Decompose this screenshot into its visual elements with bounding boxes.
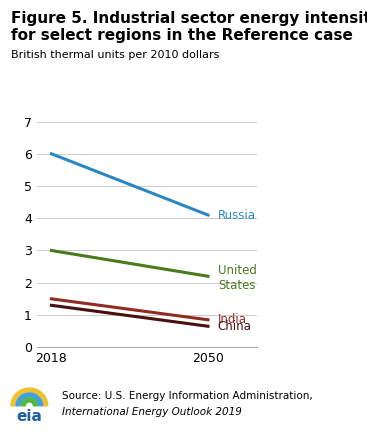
Text: Russia: Russia bbox=[218, 208, 256, 221]
Polygon shape bbox=[21, 398, 37, 406]
Text: Source: U.S. Energy Information Administration,: Source: U.S. Energy Information Administ… bbox=[62, 391, 313, 401]
Text: International Energy Outlook 2019: International Energy Outlook 2019 bbox=[62, 407, 242, 417]
Text: eia: eia bbox=[17, 409, 42, 424]
Polygon shape bbox=[16, 393, 43, 406]
Text: British thermal units per 2010 dollars: British thermal units per 2010 dollars bbox=[11, 50, 219, 60]
Text: India: India bbox=[218, 312, 247, 326]
Text: for select regions in the Reference case: for select regions in the Reference case bbox=[11, 28, 353, 43]
Text: Figure 5. Industrial sector energy intensity: Figure 5. Industrial sector energy inten… bbox=[11, 11, 367, 26]
Polygon shape bbox=[11, 388, 48, 406]
Text: China: China bbox=[218, 320, 252, 333]
Text: United
States: United States bbox=[218, 264, 257, 292]
